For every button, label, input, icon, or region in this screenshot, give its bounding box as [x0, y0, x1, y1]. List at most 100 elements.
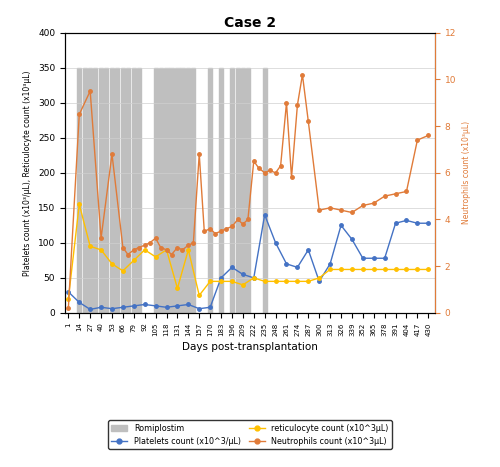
Platelets count (x10^3/μL)	[316, 278, 322, 284]
Platelets count (x10^3/μL)	[66, 289, 71, 295]
Platelets count (x10^3/μL)	[392, 220, 398, 226]
Platelets count (x10^3/μL)	[294, 264, 300, 270]
Bar	[158, 68, 162, 313]
reticulocyte count (x10^3μL)	[240, 282, 246, 288]
reticulocyte count (x10^3μL)	[131, 258, 137, 263]
Bar	[219, 68, 223, 313]
Platelets count (x10^3/μL)	[98, 304, 104, 310]
reticulocyte count (x10^3μL)	[66, 296, 71, 302]
reticulocyte count (x10^3μL)	[186, 247, 192, 253]
Platelets count (x10^3/μL)	[218, 275, 224, 281]
Bar	[180, 68, 184, 313]
reticulocyte count (x10^3μL)	[174, 285, 180, 291]
reticulocyte count (x10^3μL)	[284, 278, 290, 284]
Platelets count (x10^3/μL)	[251, 275, 257, 281]
Y-axis label: Neutrophils count (x10³μL): Neutrophils count (x10³μL)	[462, 121, 471, 224]
reticulocyte count (x10^3μL)	[349, 267, 355, 272]
Bar	[176, 68, 180, 313]
Platelets count (x10^3/μL)	[240, 272, 246, 277]
Bar	[186, 68, 190, 313]
Line: reticulocyte count (x10^3μL): reticulocyte count (x10^3μL)	[66, 203, 430, 301]
reticulocyte count (x10^3μL)	[414, 267, 420, 272]
Bar	[154, 68, 158, 313]
Platelets count (x10^3/μL)	[426, 220, 432, 226]
Platelets count (x10^3/μL)	[382, 255, 388, 261]
Neutrophils count (x10^3μL)	[300, 72, 306, 78]
Neutrophils count (x10^3μL)	[180, 247, 186, 253]
reticulocyte count (x10^3μL)	[229, 278, 235, 284]
reticulocyte count (x10^3μL)	[272, 278, 278, 284]
reticulocyte count (x10^3μL)	[262, 278, 268, 284]
reticulocyte count (x10^3μL)	[152, 254, 158, 260]
Bar	[126, 68, 130, 313]
Platelets count (x10^3/μL)	[174, 303, 180, 309]
Bar	[241, 68, 245, 313]
Platelets count (x10^3/μL)	[338, 222, 344, 228]
Platelets count (x10^3/μL)	[414, 220, 420, 226]
Bar	[136, 68, 141, 313]
Bar	[77, 68, 82, 313]
Platelets count (x10^3/μL)	[131, 303, 137, 309]
Bar	[262, 68, 267, 313]
Platelets count (x10^3/μL)	[142, 302, 148, 307]
reticulocyte count (x10^3μL)	[316, 275, 322, 281]
Neutrophils count (x10^3μL)	[414, 137, 420, 143]
reticulocyte count (x10^3μL)	[120, 268, 126, 274]
reticulocyte count (x10^3μL)	[218, 278, 224, 284]
reticulocyte count (x10^3μL)	[306, 278, 312, 284]
Neutrophils count (x10^3μL)	[152, 235, 158, 241]
Bar	[170, 68, 173, 313]
Bar	[164, 68, 168, 313]
Bar	[93, 68, 98, 313]
Neutrophils count (x10^3μL)	[288, 175, 294, 180]
Neutrophils count (x10^3μL)	[272, 170, 278, 176]
reticulocyte count (x10^3μL)	[382, 267, 388, 272]
reticulocyte count (x10^3μL)	[251, 275, 257, 281]
Platelets count (x10^3/μL)	[152, 303, 158, 309]
Platelets count (x10^3/μL)	[404, 218, 409, 223]
Bar	[208, 68, 212, 313]
Platelets count (x10^3/μL)	[327, 261, 333, 267]
Bar	[99, 68, 103, 313]
X-axis label: Days post-transplantation: Days post-transplantation	[182, 342, 318, 352]
reticulocyte count (x10^3μL)	[404, 267, 409, 272]
Platelets count (x10^3/μL)	[120, 304, 126, 310]
reticulocyte count (x10^3μL)	[87, 244, 93, 249]
Line: Neutrophils count (x10^3μL): Neutrophils count (x10^3μL)	[66, 73, 430, 310]
reticulocyte count (x10^3μL)	[327, 267, 333, 272]
reticulocyte count (x10^3μL)	[142, 247, 148, 253]
reticulocyte count (x10^3μL)	[294, 278, 300, 284]
Neutrophils count (x10^3μL)	[426, 133, 432, 138]
reticulocyte count (x10^3μL)	[76, 202, 82, 207]
Bar	[83, 68, 87, 313]
Title: Case 2: Case 2	[224, 16, 276, 30]
Line: Platelets count (x10^3/μL): Platelets count (x10^3/μL)	[66, 213, 430, 311]
Neutrophils count (x10^3μL)	[174, 245, 180, 250]
reticulocyte count (x10^3μL)	[426, 267, 432, 272]
Y-axis label: Platelets count (x10³/μL), Reticulocyte count (x10³μL): Platelets count (x10³/μL), Reticulocyte …	[24, 70, 32, 276]
Legend: Romiplostim, Platelets count (x10^3/μL), reticulocyte count (x10^3μL), Neutrophi: Romiplostim, Platelets count (x10^3/μL),…	[108, 420, 392, 449]
Platelets count (x10^3/μL)	[360, 255, 366, 261]
Platelets count (x10^3/μL)	[164, 304, 170, 310]
Platelets count (x10^3/μL)	[306, 247, 312, 253]
Platelets count (x10^3/μL)	[186, 302, 192, 307]
Platelets count (x10^3/μL)	[371, 255, 377, 261]
reticulocyte count (x10^3μL)	[164, 247, 170, 253]
reticulocyte count (x10^3μL)	[98, 247, 104, 253]
reticulocyte count (x10^3μL)	[196, 292, 202, 298]
Platelets count (x10^3/μL)	[76, 300, 82, 305]
reticulocyte count (x10^3μL)	[109, 261, 115, 267]
Platelets count (x10^3/μL)	[207, 304, 213, 310]
Bar	[192, 68, 196, 313]
Bar	[110, 68, 114, 313]
Bar	[236, 68, 240, 313]
Platelets count (x10^3/μL)	[284, 261, 290, 267]
reticulocyte count (x10^3μL)	[207, 278, 213, 284]
Platelets count (x10^3/μL)	[229, 264, 235, 270]
Bar	[121, 68, 125, 313]
Platelets count (x10^3/μL)	[109, 306, 115, 311]
Bar	[104, 68, 108, 313]
reticulocyte count (x10^3μL)	[338, 267, 344, 272]
Bar	[246, 68, 250, 313]
Bar	[230, 68, 234, 313]
